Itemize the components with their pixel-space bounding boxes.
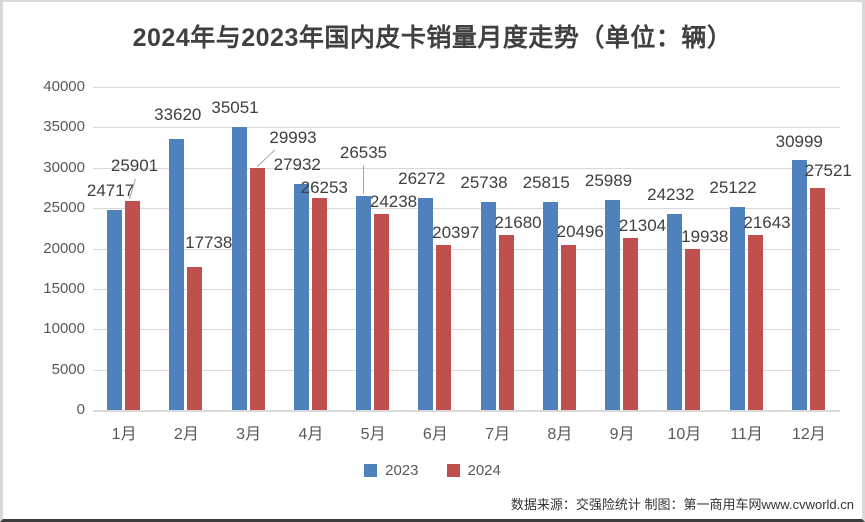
data-label-2023-2月: 33620 [154,104,202,124]
data-label-2024-11月: 21643 [743,213,791,233]
bar-2023-11月 [729,207,745,410]
data-label-2024-3月: 29993 [269,127,317,147]
y-axis-tick-label: 15000 [43,279,85,297]
data-label-2023-9月: 25989 [584,171,633,191]
legend: 2023 2024 [3,462,862,479]
x-axis-label: 2月 [173,426,199,443]
gridline [93,127,840,129]
bar-2024-11月 [747,235,763,410]
bar-2023-4月 [293,184,309,410]
bar-2024-10月 [685,249,701,410]
y-axis-tick-label: 0 [76,401,85,418]
x-axis-label: 9月 [609,426,635,443]
legend-label: 2023 [385,462,419,479]
bar-2024-5月 [374,214,389,410]
bar-2023-5月 [356,195,371,410]
plot-area: 24717 33620 35051 27932 26535 26272 25738 25815… [87,87,852,412]
legend-swatch-2023 [364,464,378,477]
gridline [93,369,840,371]
bar-2023-6月 [418,197,434,410]
legend-swatch-2024 [446,464,460,477]
bar-2024-3月 [249,167,265,410]
gridline [93,288,840,290]
x-axis-label: 7月 [485,426,511,443]
bar-2024-6月 [436,245,452,410]
bar-2023-2月 [169,138,185,410]
y-axis-tick-label: 5000 [51,360,85,378]
bar-2023-12月 [791,159,807,410]
y-axis-tick-label: 20000 [43,239,85,257]
data-label-2023-8月: 25815 [522,172,570,192]
data-label-2024-8月: 20496 [556,222,604,242]
y-axis: 0 5000 10000 15000 20000 25000 30000 35000 40000 [3,2,85,519]
data-label-2023-5月: 26535 [339,142,388,162]
bar-2024-8月 [560,244,576,410]
data-label-2024-12月: 27521 [804,160,852,180]
legend-label: 2024 [467,462,501,479]
bar-2023-7月 [480,202,496,410]
x-axis-label: 3月 [236,426,262,443]
bar-2024-9月 [623,237,638,410]
data-label-2023-10月: 24232 [647,185,695,205]
chart-title: 2024年与2023年国内皮卡销量月度走势（单位：辆） [132,24,733,52]
x-axis-label: 8月 [547,426,573,443]
data-label-2024-4月: 26253 [300,178,348,197]
bar-2024-7月 [498,234,514,410]
gridline [93,410,840,412]
x-axis-label: 4月 [298,426,324,443]
bar-2023-9月 [605,200,620,410]
bar-2024-4月 [311,198,327,410]
gridline [93,208,840,210]
data-label-2023-12月: 30999 [775,131,823,151]
bar-2024-12月 [809,187,825,410]
legend-item-2024: 2024 [446,462,501,479]
gridline [93,248,840,250]
y-axis-tick-label: 10000 [43,320,85,338]
data-label-2024-9月: 21304 [618,215,667,235]
y-axis-tick-label: 25000 [43,199,85,217]
x-axis-label: 12月 [791,426,826,443]
data-label-2024-7月: 21680 [494,212,542,232]
bar-2023-3月 [231,126,247,410]
data-label-2024-5月: 24238 [369,192,418,212]
bar-2024-2月 [187,266,203,410]
y-axis-tick-label: 35000 [43,118,85,136]
bar-2023-10月 [667,214,683,410]
data-label-2023-7月: 25738 [460,173,508,193]
x-axis-label: 6月 [422,426,448,443]
bar-2023-1月 [107,210,122,410]
data-label-2024-1月: 25901 [110,155,159,175]
x-axis-label: 11月 [730,426,763,443]
data-label-2024-6月: 20397 [432,223,480,243]
data-label-2023-1月: 24717 [86,181,135,201]
data-label-2023-3月: 35051 [211,97,259,117]
legend-item-2023: 2023 [364,462,419,479]
x-axis-label: 1月 [111,426,137,443]
x-axis: 1月 2月 3月 4月 5月 6月 7月 8月 9月 10月 11月 12月 [3,420,862,443]
x-axis-label: 10月 [667,426,702,443]
x-axis-label: 5月 [360,426,386,443]
bar-2023-8月 [542,201,558,410]
data-label-2023-6月: 26272 [398,168,446,188]
data-label-2023-4月: 27932 [273,155,321,175]
data-label-2023-11月: 25122 [709,178,757,198]
data-label-2024-10月: 19938 [681,227,729,246]
gridline [93,87,840,88]
bar-2024-1月 [125,200,140,410]
y-axis-tick-label: 40000 [43,78,85,95]
data-label-2024-2月: 17738 [185,232,233,252]
source-credit: 数据来源：交强险统计 制图：第一商用车网www.cvworld.cn [510,497,854,512]
gridline [93,329,840,331]
gridline [93,167,840,169]
y-axis-tick-label: 30000 [43,158,85,176]
